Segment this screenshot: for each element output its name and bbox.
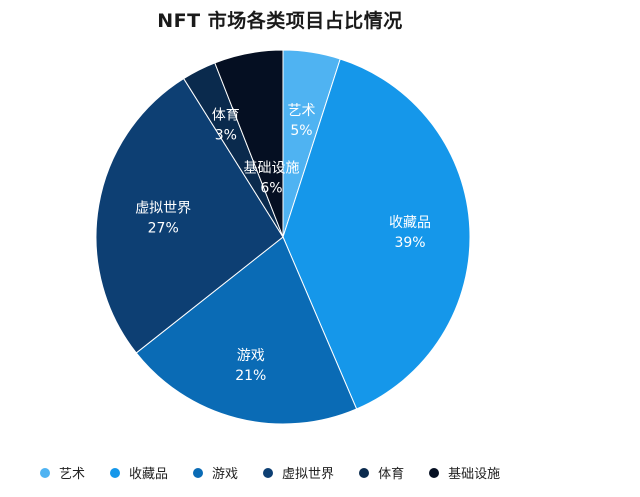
pie-slice	[135, 236, 358, 425]
slice-label: 体育	[212, 107, 240, 123]
legend-swatch	[263, 467, 274, 478]
slice-percent-label: 27%	[148, 220, 179, 236]
slice-percent-label: 21%	[235, 368, 266, 384]
pie-slice	[214, 49, 284, 238]
legend-swatch	[193, 467, 204, 478]
slice-label: 收藏品	[389, 215, 431, 231]
legend-item: 游戏	[193, 463, 238, 482]
pie-slice	[95, 77, 284, 354]
legend-label: 游戏	[212, 467, 239, 482]
legend-swatch	[429, 467, 440, 478]
slice-label: 艺术	[288, 103, 316, 119]
legend-label: 收藏品	[129, 467, 169, 482]
legend-label: 艺术	[59, 467, 86, 482]
slice-label: 基础设施	[244, 159, 300, 176]
slice-label: 虚拟世界	[135, 200, 191, 216]
chart-title: NFT 市场各类项目占比情况	[157, 10, 403, 32]
slice-percent-label: 3%	[215, 127, 237, 143]
legend-label: 体育	[378, 467, 405, 482]
slice-percent-label: 39%	[394, 235, 425, 251]
legend-swatch	[359, 467, 370, 478]
legend-label: 基础设施	[448, 467, 501, 482]
legend-item: 虚拟世界	[263, 463, 334, 482]
pie-slice	[282, 58, 471, 410]
slice-percent-label: 6%	[260, 180, 282, 196]
slice-percent-label: 5%	[290, 123, 312, 139]
legend-item: 艺术	[40, 463, 85, 482]
legend-item: 体育	[359, 463, 404, 482]
slice-label: 游戏	[237, 348, 265, 364]
legend-item: 收藏品	[110, 463, 168, 482]
pie-slices	[95, 49, 471, 425]
legend-swatch	[40, 467, 50, 478]
pie-labels: 艺术 5% 收藏品 39% 游戏 21% 虚拟世界 27% 体育 3% 基础设施 6%	[135, 103, 431, 384]
legend-label: 虚拟世界	[282, 467, 335, 482]
legend: 艺术 收藏品 游戏 虚拟世界 体育 基础设施	[40, 463, 525, 482]
legend-swatch	[110, 467, 121, 478]
legend-item: 基础设施	[429, 463, 500, 482]
